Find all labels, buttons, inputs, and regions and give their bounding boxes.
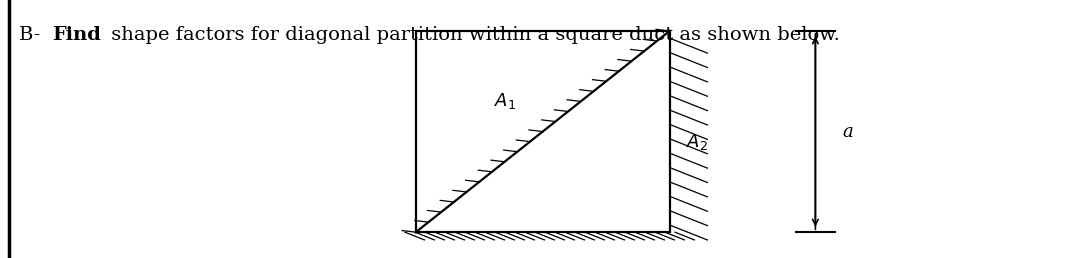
Text: shape factors for diagonal partition within a square duct as shown below.: shape factors for diagonal partition wit… [105,26,839,44]
Text: B-: B- [19,26,48,44]
Bar [416,31,670,232]
Text: $A_1$: $A_1$ [494,91,516,111]
Text: a: a [842,123,853,141]
Text: Find: Find [52,26,100,44]
Text: $A_2$: $A_2$ [686,132,708,152]
